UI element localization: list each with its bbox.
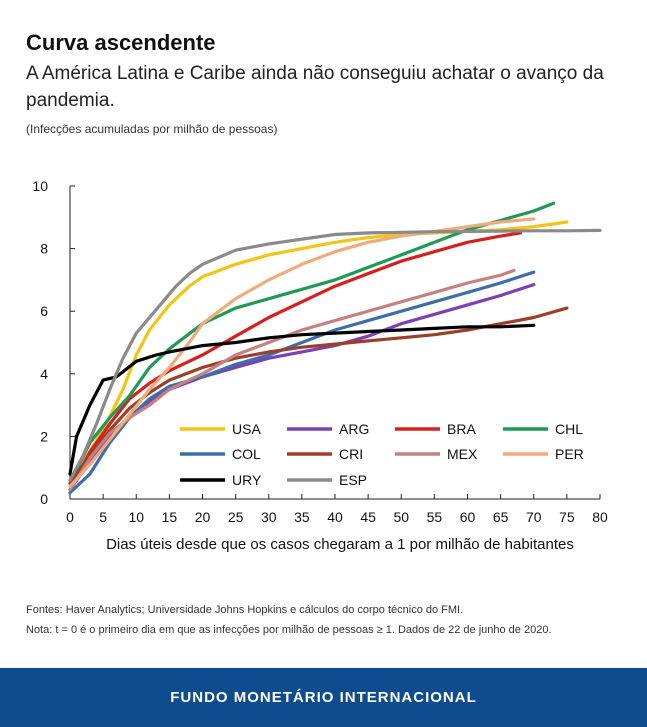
chart-title: Curva ascendente	[26, 30, 216, 55]
x-tick-label: 10	[128, 509, 144, 525]
x-tick-label: 0	[66, 509, 74, 525]
series-line-cri	[68, 306, 569, 485]
x-tick-label: 70	[526, 509, 542, 525]
x-tick-label: 45	[360, 509, 376, 525]
x-tick-label: 30	[261, 509, 277, 525]
series-line-col	[68, 270, 536, 495]
x-tick-label: 40	[327, 509, 343, 525]
series-line-chl	[68, 201, 556, 485]
series-line-usa	[68, 220, 569, 482]
y-tick-label: 0	[40, 491, 48, 507]
series-line-bra	[68, 231, 523, 492]
line-chart: 0 2 4 6 8 10 0 5 10 15 20 25 30 35 40 45 50 55 60 65 70 75 80 D…	[32, 178, 608, 553]
footer-banner: FUNDO MONETÁRIO INTERNACIONAL	[0, 668, 647, 727]
x-tick-label: 25	[228, 509, 244, 525]
x-tick-label: 55	[427, 509, 443, 525]
chart-subtitle: A América Latina e Caribe ainda não cons…	[26, 63, 604, 111]
x-tick-label: 20	[195, 509, 211, 525]
series-line-esp	[68, 228, 602, 482]
legend-label-usa: USA	[232, 421, 261, 437]
legend-label-mex: MEX	[447, 446, 478, 462]
legend-label-cri: CRI	[339, 446, 363, 462]
x-tick-label: 15	[162, 509, 178, 525]
notes: Fontes: Haver Analytics; Universidade Jo…	[26, 600, 626, 640]
x-tick-label: 60	[460, 509, 476, 525]
legend-label-ury: URY	[232, 472, 262, 488]
source-note: Fontes: Haver Analytics; Universidade Jo…	[26, 604, 464, 616]
series-line-ury	[68, 323, 536, 476]
y-tick-label: 8	[40, 241, 48, 257]
legend-label-col: COL	[232, 446, 261, 462]
y-tick-label: 10	[32, 178, 48, 194]
y-tick-label: 2	[40, 428, 48, 444]
footer-label: FUNDO MONETÁRIO INTERNACIONAL	[170, 689, 477, 706]
x-tick-label: 65	[493, 509, 509, 525]
x-axis-label: Dias úteis desde que os casos chegaram a…	[106, 536, 574, 553]
x-tick-label: 80	[592, 509, 608, 525]
x-tick-label: 5	[99, 509, 107, 525]
legend-label-arg: ARG	[339, 421, 369, 437]
x-tick-label: 75	[559, 509, 575, 525]
legend-label-esp: ESP	[339, 472, 367, 488]
y-tick-label: 6	[40, 303, 48, 319]
legend-label-chl: CHL	[555, 421, 583, 437]
footnote: Nota: t = 0 é o primeiro dia em que as i…	[26, 624, 552, 636]
legend-label-bra: BRA	[447, 421, 476, 437]
legend-label-per: PER	[555, 446, 584, 462]
x-tick-label: 50	[393, 509, 409, 525]
y-tick-label: 4	[40, 366, 48, 382]
units-label: (Infecções acumuladas por milhão de pess…	[26, 122, 278, 136]
x-tick-label: 35	[294, 509, 310, 525]
